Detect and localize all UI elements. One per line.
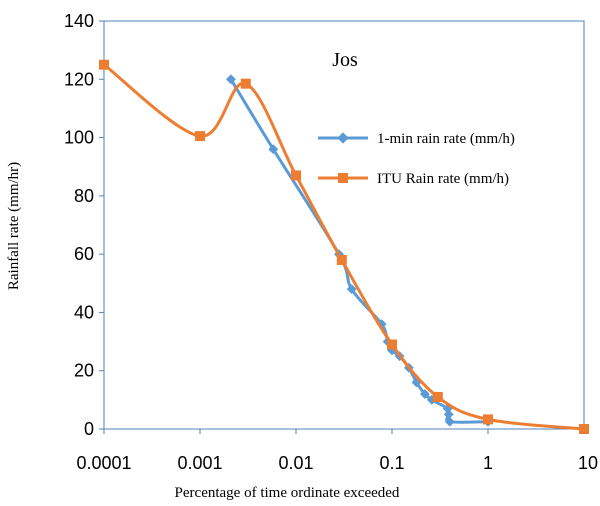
data-point-diamond xyxy=(346,284,357,295)
y-axis-title: Rainfall rate (mm/hr) xyxy=(6,162,22,290)
data-point-square xyxy=(579,424,589,434)
x-axis-title: Percentage of time ordinate exceeded xyxy=(175,485,400,501)
x-tick-label: 0.1 xyxy=(379,453,404,473)
legend-label-itu: ITU Rain rate (mm/h) xyxy=(377,171,509,187)
y-tick-label: 60 xyxy=(74,244,94,264)
legend-item-itu: ITU Rain rate (mm/h) xyxy=(318,171,509,187)
data-point-square xyxy=(195,131,205,142)
data-point-square xyxy=(240,78,251,89)
data-point-square xyxy=(432,391,443,402)
data-point-square xyxy=(291,170,301,181)
y-tick-label: 120 xyxy=(64,69,94,89)
data-point-square xyxy=(483,414,493,425)
data-point-square xyxy=(99,59,109,70)
data-point-diamond xyxy=(268,144,279,155)
legend: 1-min rain rate (mm/h) ITU Rain rate (mm… xyxy=(318,131,515,187)
series-group xyxy=(99,59,589,434)
data-point-diamond xyxy=(419,389,430,399)
x-tick-label: 0.001 xyxy=(177,453,222,473)
data-point-square xyxy=(336,254,347,265)
data-point-diamond xyxy=(444,416,455,427)
legend-item-1min: 1-min rain rate (mm/h) xyxy=(318,131,515,147)
data-point-diamond xyxy=(443,409,454,420)
y-axis: 0 20 40 60 80 100 120 140 xyxy=(64,11,104,439)
data-point-diamond xyxy=(225,74,236,85)
series-itu xyxy=(99,59,589,434)
y-tick-label: 0 xyxy=(84,419,94,439)
y-tick-label: 140 xyxy=(64,11,94,31)
y-tick-label: 20 xyxy=(74,361,94,381)
y-tick-label: 80 xyxy=(74,186,94,206)
plot-area xyxy=(103,20,585,430)
legend-label-1min: 1-min rain rate (mm/h) xyxy=(377,131,515,147)
x-tick-label: 0.0001 xyxy=(76,453,131,473)
y-tick-label: 40 xyxy=(74,302,94,322)
x-tick-label: 1 xyxy=(483,453,493,473)
x-tick-label: 10 xyxy=(578,453,598,473)
chart-title: Jos xyxy=(332,49,358,71)
x-axis: 0.0001 0.001 0.01 0.1 1 10 xyxy=(76,429,598,473)
legend-marker-1min xyxy=(337,132,349,144)
y-tick-label: 100 xyxy=(64,128,94,148)
data-point-square xyxy=(387,339,397,350)
legend-marker-itu xyxy=(338,173,348,183)
x-tick-label: 0.01 xyxy=(278,453,313,473)
series-itu-line xyxy=(103,63,585,431)
